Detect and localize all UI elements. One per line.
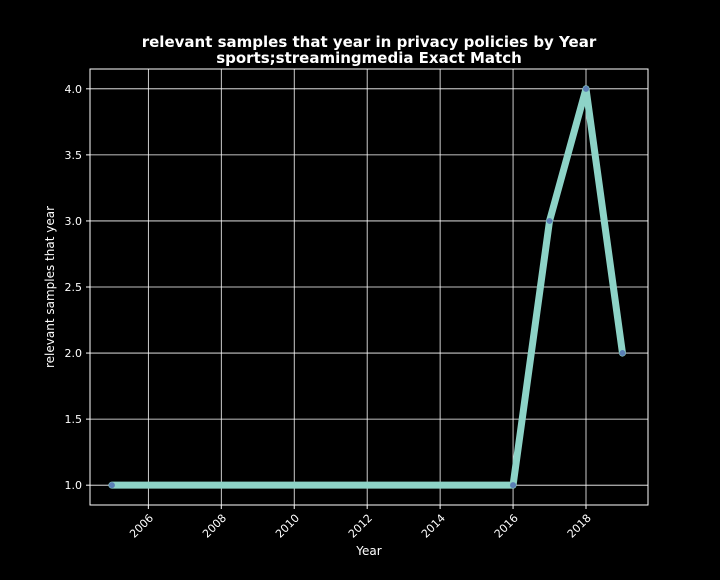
data-point-marker	[108, 482, 115, 489]
y-tick-label: 4.0	[65, 83, 83, 96]
y-tick-label: 3.0	[65, 215, 83, 228]
y-tick-label: 2.0	[65, 347, 83, 360]
chart-subtitle: sports;streamingmedia Exact Match	[216, 49, 522, 67]
x-tick-label: 2014	[419, 512, 448, 541]
data-point-marker	[510, 482, 517, 489]
x-tick-label: 2010	[273, 512, 302, 541]
series-line	[108, 85, 626, 489]
y-tick-label: 1.5	[65, 413, 83, 426]
y-tick-label: 1.0	[65, 479, 83, 492]
x-tick-label: 2006	[127, 512, 156, 541]
x-tick-label: 2012	[346, 512, 375, 541]
data-point-marker	[619, 350, 626, 357]
data-point-marker	[546, 217, 553, 224]
y-tick-label: 3.5	[65, 149, 83, 162]
x-tick-label: 2018	[565, 512, 594, 541]
x-axis-label: Year	[355, 544, 381, 558]
data-point-marker	[583, 85, 589, 92]
x-tick-label: 2016	[492, 512, 521, 541]
chart-title: relevant samples that year in privacy po…	[142, 33, 597, 51]
x-tick-label: 2008	[200, 512, 229, 541]
grid	[90, 69, 648, 505]
y-axis-label: relevant samples that year	[43, 206, 57, 368]
y-tick-label: 2.5	[65, 281, 83, 294]
